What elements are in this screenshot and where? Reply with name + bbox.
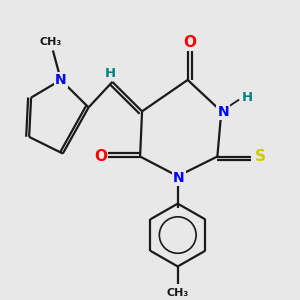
Text: S: S [254, 149, 266, 164]
Text: H: H [242, 91, 253, 104]
Text: N: N [218, 105, 229, 119]
Text: N: N [173, 171, 184, 185]
Text: H: H [105, 67, 116, 80]
Text: CH₃: CH₃ [167, 288, 189, 298]
Text: CH₃: CH₃ [40, 37, 62, 46]
Text: O: O [94, 149, 107, 164]
Text: O: O [183, 35, 196, 50]
Text: N: N [55, 73, 67, 87]
